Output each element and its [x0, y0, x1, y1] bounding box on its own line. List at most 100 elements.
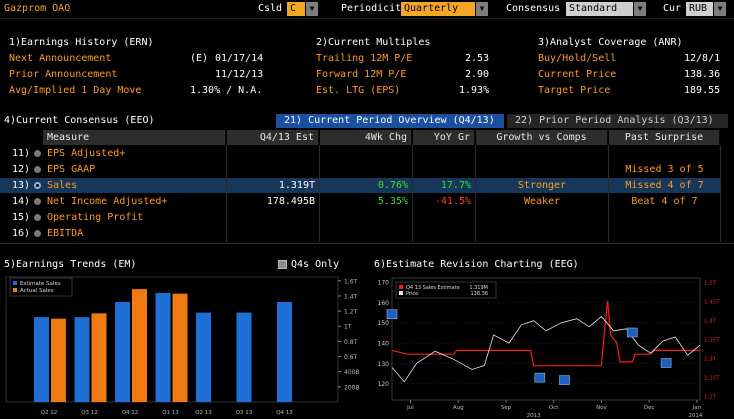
q4s-only-checkbox[interactable]	[278, 260, 287, 269]
col-growth-vs-comps[interactable]: Growth vs Comps	[476, 130, 608, 145]
next-announcement-value: 01/17/14	[215, 53, 264, 64]
row-yoy-growth	[413, 226, 471, 241]
table-row[interactable]: 14) Net Income Adjusted+ 178.495B 5.35% -41.…	[0, 194, 720, 209]
bar-actual	[51, 318, 66, 402]
row-past-surprise	[609, 146, 720, 161]
csld-label: Csld	[258, 3, 283, 14]
col-measure[interactable]: Measure	[43, 130, 226, 145]
est-ltg-label: Est. LTG (EPS)	[316, 85, 401, 96]
legend-box	[395, 281, 497, 299]
table-row[interactable]: 13) Sales 1.319T 0.76% 17.7% Stronger Missed 4…	[0, 178, 720, 193]
row-radio-icon[interactable]	[34, 214, 41, 221]
csld-field[interactable]: C	[287, 2, 305, 16]
analyst-coverage-title[interactable]: 3)Analyst Coverage (ANR)	[538, 37, 683, 48]
legend-label: Estimate Sales	[20, 281, 61, 287]
cur-dropdown-icon[interactable]: ▼	[714, 2, 726, 16]
column-divider	[475, 145, 476, 242]
bar-actual	[172, 293, 188, 402]
row-radio-icon[interactable]	[34, 150, 41, 157]
row-estimate: 178.495B	[266, 196, 315, 207]
q4s-only-label: Q4s Only	[291, 259, 340, 270]
row-4wk-change	[320, 226, 408, 241]
row-estimate	[227, 146, 315, 161]
current-consensus-title[interactable]: 4)Current Consensus (EEO)	[4, 115, 155, 126]
consensus-label: Consensus	[506, 3, 561, 14]
consensus-dropdown-icon[interactable]: ▼	[634, 2, 646, 16]
earnings-trends-title[interactable]: 5)Earnings Trends (EM)	[4, 259, 137, 270]
col-4wk-chg[interactable]: 4Wk Chg	[320, 130, 412, 145]
event-marker-icon	[626, 327, 638, 338]
cur-field[interactable]: RUB	[686, 2, 713, 16]
left-tick-label: 120	[378, 381, 390, 388]
bar-estimate	[236, 312, 252, 402]
table-row[interactable]: 15) Operating Profit	[0, 210, 720, 225]
row-measure: EPS GAAP	[47, 164, 96, 175]
x-tick-label: Q3 12	[81, 410, 98, 416]
security-name: Gazprom OAO	[4, 3, 71, 14]
y-tick-label: 200B	[344, 384, 360, 391]
target-price-value: 189.55	[684, 85, 721, 96]
row-radio-icon[interactable]	[34, 182, 41, 189]
row-radio-icon[interactable]	[34, 166, 41, 173]
bar-estimate	[34, 317, 49, 402]
table-row[interactable]: 12) EPS GAAP Missed 3 of 5	[0, 162, 720, 177]
right-tick-label: 1.4T	[704, 318, 717, 324]
row-past-surprise: Beat 4 of 7	[631, 196, 698, 207]
consensus-field[interactable]: Standard	[566, 2, 633, 16]
x-tick-label: Q2 12	[41, 410, 58, 416]
periodicity-field[interactable]: Quarterly	[401, 2, 475, 16]
column-divider	[319, 145, 320, 242]
row-past-surprise: Missed 3 of 5	[625, 164, 704, 175]
periodicity-dropdown-icon[interactable]: ▼	[476, 2, 488, 16]
legend-swatch-price	[399, 291, 403, 295]
row-estimate	[227, 162, 315, 177]
buy-hold-sell-value: 12/8/1	[684, 53, 721, 64]
legend-price-label: Price	[406, 291, 418, 297]
row-measure: Sales	[47, 180, 78, 191]
bar-estimate	[196, 312, 211, 402]
legend-estimate-value: 1.319M	[469, 285, 488, 291]
row-4wk-change	[320, 210, 408, 225]
col-yoy-gr[interactable]: YoY Gr	[413, 130, 475, 145]
row-yoy-growth	[413, 146, 471, 161]
current-price-value: 138.36	[684, 69, 721, 80]
table-row[interactable]: 11) EPS Adjusted+	[0, 146, 720, 161]
current-multiples-title[interactable]: 2)Current Multiples	[316, 37, 431, 48]
tab-current-period[interactable]: 21) Current Period Overview (Q4/13)	[276, 114, 504, 128]
left-tick-label: 130	[378, 361, 390, 368]
revision-chart-title[interactable]: 6)Estimate Revision Charting (EEG)	[374, 259, 579, 270]
cur-label: Cur	[663, 3, 682, 14]
table-row[interactable]: 16) EBITDA	[0, 226, 720, 241]
implied-move-label: Avg/Implied 1 Day Move	[9, 85, 142, 96]
left-tick-label: 170	[378, 280, 390, 287]
periodicity-label: Periodicity	[341, 3, 408, 14]
bar-estimate	[74, 317, 90, 402]
x-tick-label: Aug	[453, 405, 464, 411]
x-tick-label: Q1 13	[162, 410, 179, 416]
next-announcement-label: Next Announcement	[9, 53, 112, 64]
target-price-label: Target Price	[538, 85, 611, 96]
tab-prior-period[interactable]: 22) Prior Period Analysis (Q3/13)	[507, 114, 728, 128]
row-number: 14)	[11, 196, 30, 207]
row-radio-icon[interactable]	[34, 198, 41, 205]
row-radio-icon[interactable]	[34, 230, 41, 237]
row-growth-vs-comps	[476, 210, 608, 225]
row-past-surprise	[609, 226, 720, 241]
row-growth-vs-comps	[476, 146, 608, 161]
forward-pe-label: Forward 12M P/E	[316, 69, 407, 80]
row-yoy-growth	[413, 162, 471, 177]
event-marker-icon	[559, 375, 570, 385]
x-tick-label: Sep	[501, 405, 512, 411]
row-estimate: 1.319T	[278, 180, 315, 191]
row-4wk-change: 5.35%	[377, 196, 408, 207]
row-growth-vs-comps: Weaker	[523, 196, 561, 207]
column-divider	[412, 145, 413, 242]
buy-hold-sell-label: Buy/Hold/Sell	[538, 53, 617, 64]
earnings-history-title[interactable]: 1)Earnings History (ERN)	[9, 37, 154, 48]
row-4wk-change: 0.76%	[377, 180, 408, 191]
csld-dropdown-icon[interactable]: ▼	[306, 2, 318, 16]
col-past-surprise[interactable]: Past Surprise	[609, 130, 720, 145]
col-q4-est[interactable]: Q4/13 Est	[227, 130, 319, 145]
row-measure: EPS Adjusted+	[47, 148, 126, 159]
legend-price-value: 138.36	[471, 291, 489, 297]
